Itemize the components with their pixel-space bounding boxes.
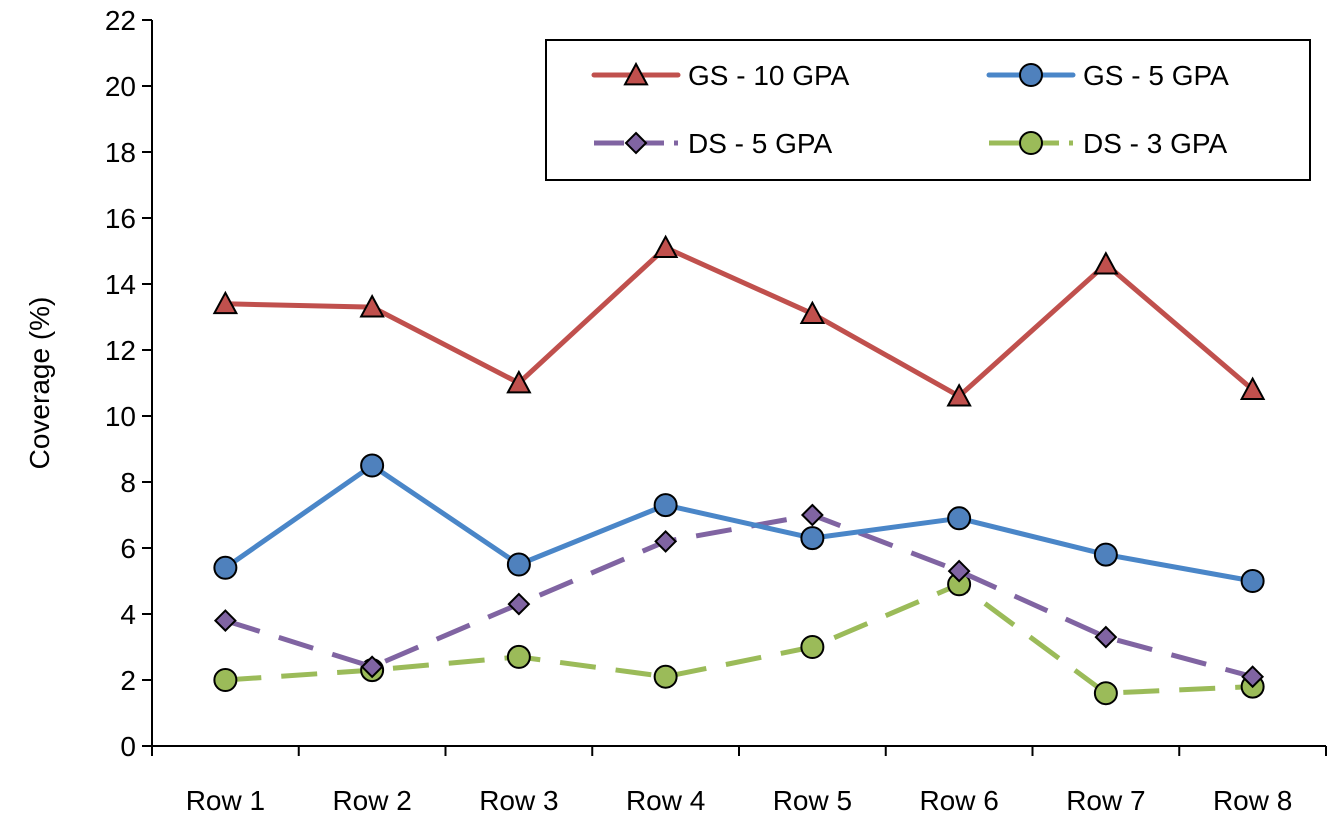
- data-point-gs-5-gpa-row-5: [800, 526, 825, 551]
- legend-marker: [623, 61, 649, 86]
- data-point-gs-10-gpa-row-2: [359, 293, 385, 318]
- y-tick-label: 22: [105, 5, 136, 36]
- data-point-ds-5-gpa-row-2: [360, 655, 384, 679]
- series-ds-5-gpa: [213, 503, 1265, 689]
- y-tick-label: 20: [105, 71, 136, 102]
- x-tick-label-row-1: Row 1: [186, 785, 265, 816]
- y-tick-label: 18: [105, 137, 136, 168]
- legend-label: DS - 3 GPA: [1083, 128, 1228, 159]
- data-point-gs-10-gpa-row-5: [799, 300, 826, 325]
- x-tick-label-row-8: Row 8: [1213, 785, 1292, 816]
- data-point-gs-5-gpa-row-1: [213, 555, 238, 580]
- data-point-ds-3-gpa-row-3: [506, 644, 531, 669]
- y-tick-label: 10: [105, 401, 136, 432]
- y-tick-label: 6: [120, 533, 136, 564]
- x-axis-ticks: Row 1 Row 2 Row 3 Row 4 Row 5 Row 6 Row 7 Row 8: [151, 746, 1327, 816]
- data-point-ds-3-gpa-row-5: [800, 635, 825, 659]
- x-tick-label-row-4: Row 4: [626, 785, 705, 816]
- data-point-gs-10-gpa-row-7: [1093, 251, 1119, 275]
- data-point-ds-3-gpa-row-1: [213, 668, 238, 692]
- series-gs-10-gpa: [212, 234, 1266, 407]
- legend-marker: [1019, 131, 1043, 155]
- data-point-ds-5-gpa-row-6: [947, 559, 971, 583]
- data-point-gs-5-gpa-row-7: [1093, 542, 1118, 567]
- y-tick-label: 4: [120, 599, 136, 630]
- data-point-gs-10-gpa-row-8: [1239, 376, 1266, 400]
- x-tick-label-row-3: Row 3: [479, 785, 558, 816]
- y-axis-ticks: 0 2 4 6 8 10 12 14 16 18 20 22: [105, 5, 152, 762]
- y-tick-label: 2: [120, 665, 136, 696]
- legend-box: [545, 39, 1311, 181]
- legend-label: GS - 10 GPA: [688, 60, 850, 91]
- data-point-ds-5-gpa-row-8: [1241, 665, 1265, 689]
- legend: GS - 10 GPA GS - 5 GPA DS - 5 GPA DS - 3 GP…: [545, 39, 1311, 181]
- data-point-gs-10-gpa-row-4: [652, 234, 679, 259]
- data-point-gs-10-gpa-row-6: [946, 383, 972, 407]
- data-point-gs-10-gpa-row-1: [212, 290, 239, 315]
- data-point-ds-3-gpa-row-7: [1093, 681, 1118, 706]
- legend-item-ds-3-gpa: DS - 3 GPA: [989, 128, 1228, 159]
- y-axis-title: Coverage (%): [24, 297, 55, 470]
- legend-item-gs-10-gpa: GS - 10 GPA: [591, 60, 850, 91]
- data-point-ds-3-gpa-row-4: [653, 664, 678, 689]
- series-gs-5-gpa: [213, 453, 1265, 593]
- series-line-gs-5-gpa: [222, 463, 1256, 584]
- data-point-gs-5-gpa-row-4: [653, 493, 678, 518]
- data-point-ds-5-gpa-row-1: [213, 609, 237, 633]
- data-point-gs-10-gpa-row-3: [506, 369, 532, 394]
- y-tick-label: 14: [105, 269, 136, 300]
- x-tick-label-row-6: Row 6: [919, 785, 998, 816]
- data-point-gs-5-gpa-row-2: [360, 453, 385, 478]
- data-point-gs-5-gpa-row-3: [506, 552, 531, 577]
- y-tick-label: 8: [120, 467, 136, 498]
- data-point-ds-5-gpa-row-5: [800, 503, 824, 527]
- y-tick-label: 0: [120, 731, 136, 762]
- series-line-ds-3-gpa: [225, 581, 1253, 696]
- legend-item-ds-5-gpa: DS - 5 GPA: [594, 128, 833, 159]
- y-tick-label: 12: [105, 335, 136, 366]
- data-point-gs-5-gpa-row-8: [1240, 569, 1265, 593]
- x-tick-label-row-2: Row 2: [332, 785, 411, 816]
- legend-label: DS - 5 GPA: [688, 128, 833, 159]
- data-point-ds-5-gpa-row-7: [1094, 625, 1118, 649]
- series-ds-3-gpa: [213, 572, 1265, 706]
- data-point-ds-5-gpa-row-3: [507, 592, 531, 616]
- series-line-ds-5-gpa: [224, 512, 1254, 680]
- legend-marker: [624, 131, 648, 155]
- legend-label: GS - 5 GPA: [1083, 60, 1229, 91]
- legend-item-gs-5-gpa: GS - 5 GPA: [986, 60, 1229, 91]
- series-line-gs-10-gpa: [222, 245, 1256, 399]
- y-tick-label: 16: [105, 203, 136, 234]
- series: [212, 234, 1266, 706]
- data-point-ds-5-gpa-row-4: [654, 529, 678, 553]
- x-tick-label-row-5: Row 5: [773, 785, 852, 816]
- data-point-gs-5-gpa-row-6: [947, 506, 972, 531]
- legend-marker: [1019, 63, 1043, 87]
- x-tick-label-row-7: Row 7: [1066, 785, 1145, 816]
